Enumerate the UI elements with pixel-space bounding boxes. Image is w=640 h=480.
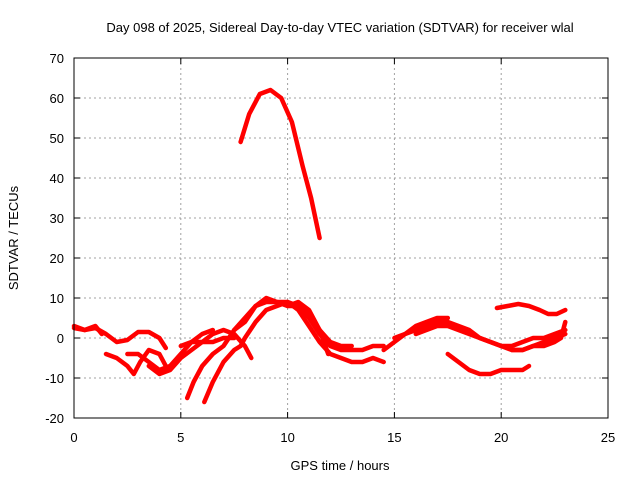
y-tick-label: -20 [45,411,64,426]
series-line-arc-2 [71,323,105,337]
x-tick-labels: 0 5 10 15 20 25 [70,430,615,445]
series-layer [71,87,568,405]
series-line-arc-16 [494,301,568,317]
series-line-arc-10 [238,87,322,241]
series-line-arc-5 [146,335,237,377]
x-tick-label: 20 [494,430,508,445]
y-tick-label: 40 [50,171,64,186]
series-line-arc-3 [103,347,169,377]
y-tick-label: -10 [45,371,64,386]
y-tick-label: 0 [57,331,64,346]
y-tick-label: 60 [50,91,64,106]
x-axis-label: GPS time / hours [291,458,390,473]
series-line-arc-13 [392,315,451,341]
series-line-arc-7 [202,299,386,405]
y-tick-label: 50 [50,131,64,146]
x-tick-label: 25 [601,430,615,445]
series-line-arc-11 [285,299,331,357]
y-tick-labels: -20 -10 0 10 20 30 40 50 60 70 [45,51,64,426]
chart-title: Day 098 of 2025, Sidereal Day-to-day VTE… [106,20,573,35]
y-tick-label: 10 [50,291,64,306]
x-tick-label: 10 [280,430,294,445]
y-tick-label: 70 [50,51,64,66]
plot-frame [73,57,609,419]
series-line-arc-8 [178,327,254,361]
y-axis-label: SDTVAR / TECUs [6,185,21,290]
series-line-arc-17 [509,319,568,353]
x-tick-label: 5 [177,430,184,445]
x-tick-label: 15 [387,430,401,445]
y-tick-label: 20 [50,251,64,266]
y-tick-label: 30 [50,211,64,226]
series-line-arc-14 [413,323,568,353]
grid [74,58,608,418]
series-line-arc-4 [125,327,216,373]
series-line-arc-15 [445,351,532,377]
x-tick-label: 0 [70,430,77,445]
